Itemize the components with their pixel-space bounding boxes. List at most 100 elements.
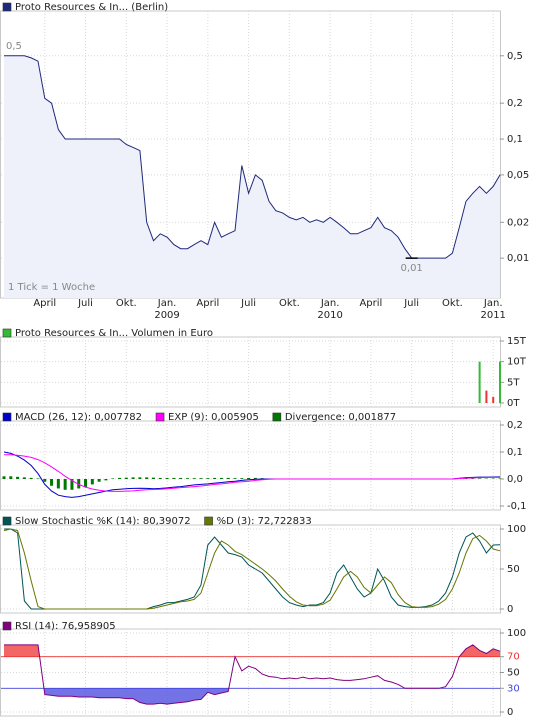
y-tick-label: 0,2: [507, 98, 523, 109]
x-tick-label: Juli: [403, 298, 419, 309]
legend-label: EXP (9): 0,005905: [168, 412, 259, 423]
y-tick-label: 0,5: [507, 51, 523, 62]
divergence-bar: [172, 477, 176, 479]
y-tick-label: 0T: [507, 398, 520, 409]
x-tick-label: Juli: [240, 298, 256, 309]
divergence-bar: [185, 478, 189, 479]
divergence-bar: [471, 478, 475, 479]
y-tick-label: 70: [507, 652, 520, 663]
divergence-bar: [165, 477, 169, 479]
divergence-bar: [111, 478, 115, 479]
legend-swatch: [2, 621, 12, 631]
divergence-bar: [240, 478, 244, 479]
divergence-bar: [199, 478, 203, 479]
legend-label: Proto Resources & In... Volumen in Euro: [15, 328, 213, 339]
y-tick-label: -0,1: [507, 501, 527, 512]
x-tick-label: Okt.: [442, 298, 463, 309]
legend-label: Slow Stochastic %K (14): 80,39072: [15, 516, 191, 527]
divergence-bar: [9, 476, 13, 479]
x-tick-label: Okt.: [279, 298, 300, 309]
y-tick-label: 0,0: [507, 474, 523, 485]
divergence-bar: [192, 478, 196, 479]
min-label: 0,01: [401, 263, 423, 274]
x-tick-label: Jan. 2011: [480, 298, 505, 321]
series-line: [3, 528, 501, 610]
legend-swatch: [204, 516, 213, 526]
oversold-area: [4, 688, 500, 705]
divergence-bar: [43, 479, 47, 482]
x-tick-label: Okt.: [116, 298, 137, 309]
divergence-bar: [131, 477, 135, 479]
y-tick-label: 0,1: [507, 134, 523, 145]
price-area: [4, 55, 500, 298]
divergence-bar: [16, 476, 20, 479]
series-line: [4, 644, 501, 705]
y-tick-label: 100: [507, 524, 526, 535]
x-tick-label-line: Jan.: [157, 298, 177, 309]
divergence-bar: [29, 477, 33, 479]
y-tick-label: 50: [507, 564, 520, 575]
x-tick-label-line: 2009: [154, 310, 179, 321]
x-tick-label: Jan. 2009: [154, 298, 179, 321]
volume-bar: [492, 396, 495, 403]
divergence-bar: [138, 477, 142, 479]
x-tick-label: April: [33, 298, 56, 309]
legend-label: Divergence: 0,001877: [285, 412, 396, 423]
y-tick-label: 0,01: [507, 253, 529, 264]
legend-label: RSI (14): 76,958905: [15, 621, 116, 632]
divergence-bar: [247, 477, 251, 479]
divergence-bar: [179, 477, 183, 479]
divergence-bar: [151, 477, 155, 479]
x-tick-label: Jan. 2010: [317, 298, 342, 321]
divergence-bar: [118, 477, 122, 479]
x-tick-label: Juli: [77, 298, 93, 309]
series-line: [4, 454, 500, 492]
divergence-bar: [145, 477, 149, 479]
legend-swatch: [2, 2, 12, 12]
divergence-bar: [226, 477, 230, 479]
divergence-bar: [219, 477, 223, 479]
x-tick-label-line: Jan.: [320, 298, 340, 309]
y-tick-label: 30: [507, 683, 520, 694]
y-tick-label: 0,2: [507, 420, 523, 431]
legend-swatch: [272, 412, 282, 422]
plot-frame: [0, 336, 501, 408]
y-tick-label: 100: [507, 628, 526, 639]
legend-swatch: [2, 516, 12, 526]
x-tick-label-line: 2010: [317, 310, 342, 321]
divergence-bar: [2, 476, 6, 479]
divergence-bar: [233, 478, 237, 479]
divergence-bar: [253, 477, 257, 479]
divergence-bar: [50, 479, 54, 486]
legend-label: MACD (26, 12): 0,007782: [15, 412, 142, 423]
divergence-bar: [498, 478, 502, 479]
divergence-bar: [213, 477, 217, 479]
y-tick-label: 5T: [507, 377, 520, 388]
y-tick-label: 15T: [507, 336, 527, 347]
x-tick-label-line: Jan.: [483, 298, 503, 309]
x-tick-label: April: [196, 298, 219, 309]
y-tick-label: 10T: [507, 357, 527, 368]
volume-bar: [478, 361, 481, 403]
divergence-bar: [77, 479, 81, 489]
divergence-bar: [56, 479, 60, 489]
divergence-bar: [36, 478, 40, 479]
volume-bar: [499, 361, 501, 403]
divergence-bar: [63, 479, 67, 490]
y-tick-label: 50: [507, 668, 520, 679]
x-tick-label-line: 2011: [480, 310, 505, 321]
divergence-bar: [158, 477, 162, 479]
divergence-bar: [104, 479, 108, 481]
note: 1 Tick = 1 Woche: [8, 282, 95, 293]
divergence-bar: [478, 478, 482, 479]
divergence-bar: [84, 479, 88, 488]
divergence-bar: [90, 479, 94, 485]
divergence-bar: [97, 479, 101, 482]
y-tick-label: 0,05: [507, 170, 529, 181]
volume-bar: [485, 390, 488, 403]
x-tick-label: April: [359, 298, 382, 309]
legend-label: Proto Resources & In... (Berlin): [15, 2, 168, 13]
divergence-bar: [22, 477, 26, 479]
divergence-bar: [206, 478, 210, 479]
divergence-bar: [70, 479, 74, 490]
